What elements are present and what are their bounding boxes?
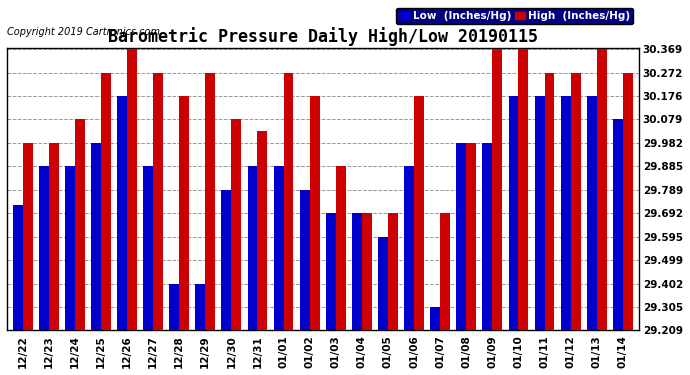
Bar: [378, 237, 388, 330]
Text: Copyright 2019 Cartronics.com: Copyright 2019 Cartronics.com: [7, 27, 160, 37]
Bar: [352, 213, 362, 330]
Bar: [169, 284, 179, 330]
Title: Barometric Pressure Daily High/Low 20190115: Barometric Pressure Daily High/Low 20190…: [108, 27, 538, 46]
Bar: [404, 166, 414, 330]
Bar: [561, 96, 571, 330]
Legend: Low  (Inches/Hg), High  (Inches/Hg): Low (Inches/Hg), High (Inches/Hg): [396, 8, 633, 24]
Bar: [144, 166, 153, 330]
Bar: [571, 73, 580, 330]
Bar: [12, 206, 23, 330]
Bar: [518, 49, 529, 330]
Bar: [248, 166, 257, 330]
Bar: [284, 73, 293, 330]
Bar: [206, 73, 215, 330]
Bar: [257, 131, 268, 330]
Bar: [623, 73, 633, 330]
Bar: [117, 96, 127, 330]
Bar: [586, 96, 597, 330]
Bar: [597, 49, 607, 330]
Bar: [440, 213, 450, 330]
Bar: [195, 284, 206, 330]
Bar: [482, 143, 493, 330]
Bar: [414, 96, 424, 330]
Bar: [466, 143, 476, 330]
Bar: [310, 96, 319, 330]
Bar: [326, 213, 336, 330]
Bar: [493, 49, 502, 330]
Bar: [388, 213, 398, 330]
Bar: [613, 120, 623, 330]
Bar: [65, 166, 75, 330]
Bar: [431, 307, 440, 330]
Bar: [49, 143, 59, 330]
Bar: [509, 96, 518, 330]
Bar: [221, 190, 231, 330]
Bar: [456, 143, 466, 330]
Bar: [535, 96, 544, 330]
Bar: [544, 73, 555, 330]
Bar: [274, 166, 284, 330]
Bar: [39, 166, 49, 330]
Bar: [101, 73, 111, 330]
Bar: [23, 143, 32, 330]
Bar: [362, 213, 372, 330]
Bar: [179, 96, 189, 330]
Bar: [153, 73, 163, 330]
Bar: [75, 120, 85, 330]
Bar: [91, 143, 101, 330]
Bar: [231, 120, 241, 330]
Bar: [299, 190, 310, 330]
Bar: [336, 166, 346, 330]
Bar: [127, 49, 137, 330]
